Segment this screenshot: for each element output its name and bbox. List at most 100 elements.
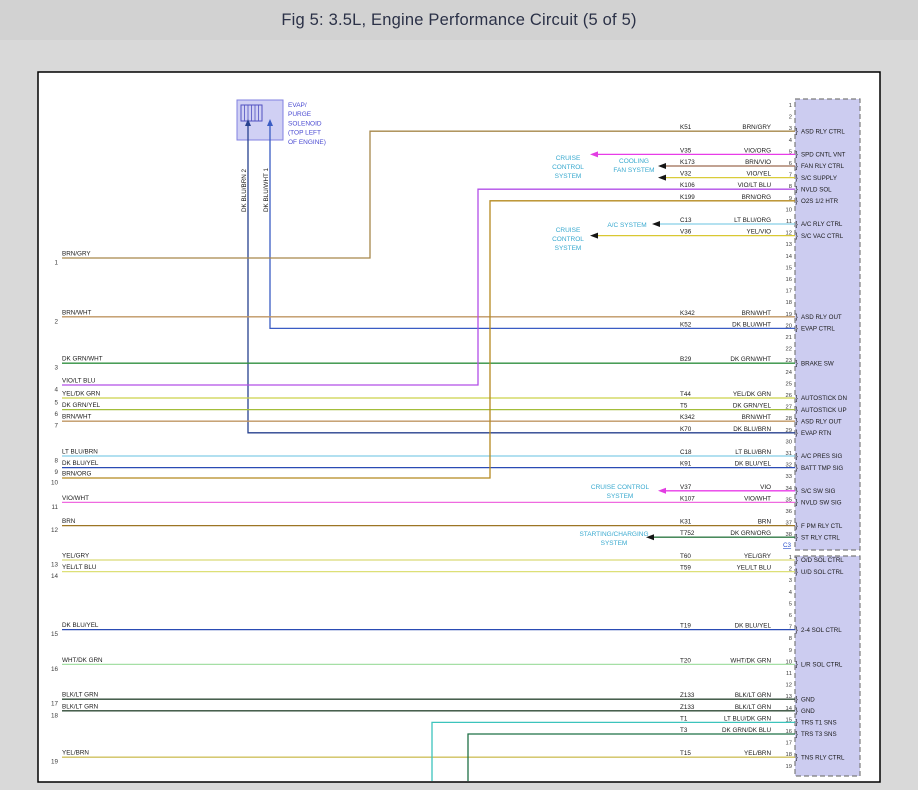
pin-number: 25: [786, 381, 792, 387]
pin-number: 1: [789, 555, 792, 561]
pin-number: 34: [786, 486, 793, 492]
pin-bracket: }: [796, 187, 799, 194]
pin-number: 4: [789, 590, 793, 596]
pin-function-label: TRS T1 SNS: [801, 720, 837, 727]
arrow-icon: [590, 151, 598, 158]
wire-id: B29: [680, 356, 692, 363]
pin-bracket: }: [796, 465, 799, 472]
pin-number: 7: [789, 625, 792, 631]
pin-function-label: ST RLY CTRL: [801, 534, 840, 541]
pin-number: 21: [786, 335, 792, 341]
wire-color-label: BRN: [758, 519, 772, 526]
wire-id: V37: [680, 484, 692, 491]
wire-id: Z133: [680, 704, 695, 711]
wire-color-label: BRN/GRY: [742, 124, 771, 131]
wire-id: K52: [680, 321, 692, 328]
wire-color-label: YEL/BRN: [744, 750, 771, 757]
solenoid-label: PURGE: [288, 111, 312, 118]
wire-color-label: VIO/WHT: [744, 495, 771, 502]
wire-color-label: BLK/LT GRN: [735, 692, 772, 699]
pin-bracket: }: [796, 198, 799, 205]
wire: [247, 126, 795, 434]
system-label: COOLING: [619, 158, 649, 165]
pin-number: 17: [786, 741, 792, 747]
pin-bracket: }: [796, 523, 799, 530]
figure-title: Fig 5: 3.5L, Engine Performance Circuit …: [281, 10, 637, 29]
system-label: FAN SYSTEM: [613, 167, 654, 174]
wire-id: K51: [680, 124, 692, 131]
wire-color-label: YEL/DK GRN: [733, 391, 772, 398]
pin-function-label: NVLD SW SIG: [801, 500, 842, 507]
pin-bracket: }: [796, 500, 799, 507]
arrow-icon: [652, 221, 660, 227]
wire-id: K31: [680, 519, 692, 526]
pin-function-label: O/D SOL CTRL: [801, 557, 844, 564]
pin-function-label: BATT TMP SIG: [801, 465, 843, 472]
pin-number: 10: [786, 207, 792, 213]
pin-function-label: AUTOSTICK DN: [801, 395, 847, 402]
pin-bracket: }: [796, 627, 799, 634]
pin-bracket: }: [796, 221, 799, 228]
wire-color-label: BRN/WHT: [742, 414, 772, 421]
pin-number: 30: [786, 439, 792, 445]
pin-function-label: GND: [801, 708, 815, 715]
pin-function-label: TRS T3 SNS: [801, 731, 837, 738]
wire-color-label: YEL/GRY: [744, 553, 772, 560]
left-pin-number: 2: [54, 318, 58, 325]
wire-color-label: DK GRN/ORG: [730, 530, 771, 537]
vertical-wire-label: DK BLU/WHT 1: [263, 168, 270, 212]
wire-color-label: YEL/VIO: [747, 229, 772, 236]
left-pin-number: 12: [51, 527, 59, 534]
pin-bracket: }: [796, 233, 799, 240]
pin-number: 37: [786, 521, 792, 527]
left-pin-number: 13: [51, 562, 59, 569]
pin-function-label: EVAP CTRL: [801, 326, 835, 333]
wire-id: T752: [680, 530, 695, 537]
wire-label: VIO/LT BLU: [62, 378, 96, 385]
arrow-icon: [590, 232, 598, 239]
pin-number: 1: [789, 103, 792, 109]
solenoid-label: (TOP LEFT: [288, 130, 321, 137]
wire-color-label: VIO/YEL: [747, 171, 772, 178]
vertical-wire-label: DK BLU/BRN 2: [241, 168, 248, 212]
pin-number: 12: [786, 231, 792, 237]
wire-id: T59: [680, 565, 691, 572]
wire-color-label: DK GRN/WHT: [730, 356, 771, 363]
left-pin-number: 1: [54, 260, 58, 267]
pin-function-label: AUTOSTICK UP: [801, 407, 847, 414]
wire: [62, 130, 795, 259]
wire-label: BRN/ORG: [62, 471, 91, 478]
wire-color-label: DK GRN/YEL: [733, 403, 772, 410]
pin-function-label: SPD CNTL VNT: [801, 152, 846, 159]
pin-number: 14: [786, 254, 793, 260]
wire-label: BLK/LT GRN: [62, 692, 99, 699]
left-pin-number: 6: [54, 411, 58, 418]
pin-bracket: }: [796, 129, 799, 136]
system-label: CONTROL: [552, 164, 584, 171]
pin-bracket: }: [796, 488, 799, 495]
wire: [431, 721, 795, 781]
wire-id: K70: [680, 426, 692, 433]
pin-number: 16: [786, 277, 792, 283]
wire-label: DK GRN/YEL: [62, 402, 101, 409]
pin-bracket: }: [796, 175, 799, 182]
wire-label: YEL/DK GRN: [62, 391, 101, 398]
pin-bracket: }: [796, 430, 799, 437]
pin-number: 2: [789, 567, 792, 573]
trans-connector-lower: [794, 555, 861, 777]
pin-function-label: 2-4 SOL CTRL: [801, 627, 842, 634]
arrow-icon: [658, 487, 666, 494]
pin-bracket: }: [796, 662, 799, 669]
left-pin-number: 10: [51, 480, 59, 487]
solenoid-label: SOLENOID: [288, 120, 322, 127]
pin-bracket: }: [796, 395, 799, 402]
left-pin-number: 16: [51, 666, 59, 673]
solenoid-label: OF ENGINE): [288, 139, 326, 146]
pin-number: 10: [786, 659, 792, 665]
left-pin-number: 9: [54, 469, 58, 476]
pin-bracket: }: [796, 361, 799, 368]
wire: [62, 188, 795, 386]
system-label: CRUISE: [556, 155, 581, 162]
wire-label: BRN/WHT: [62, 414, 92, 421]
